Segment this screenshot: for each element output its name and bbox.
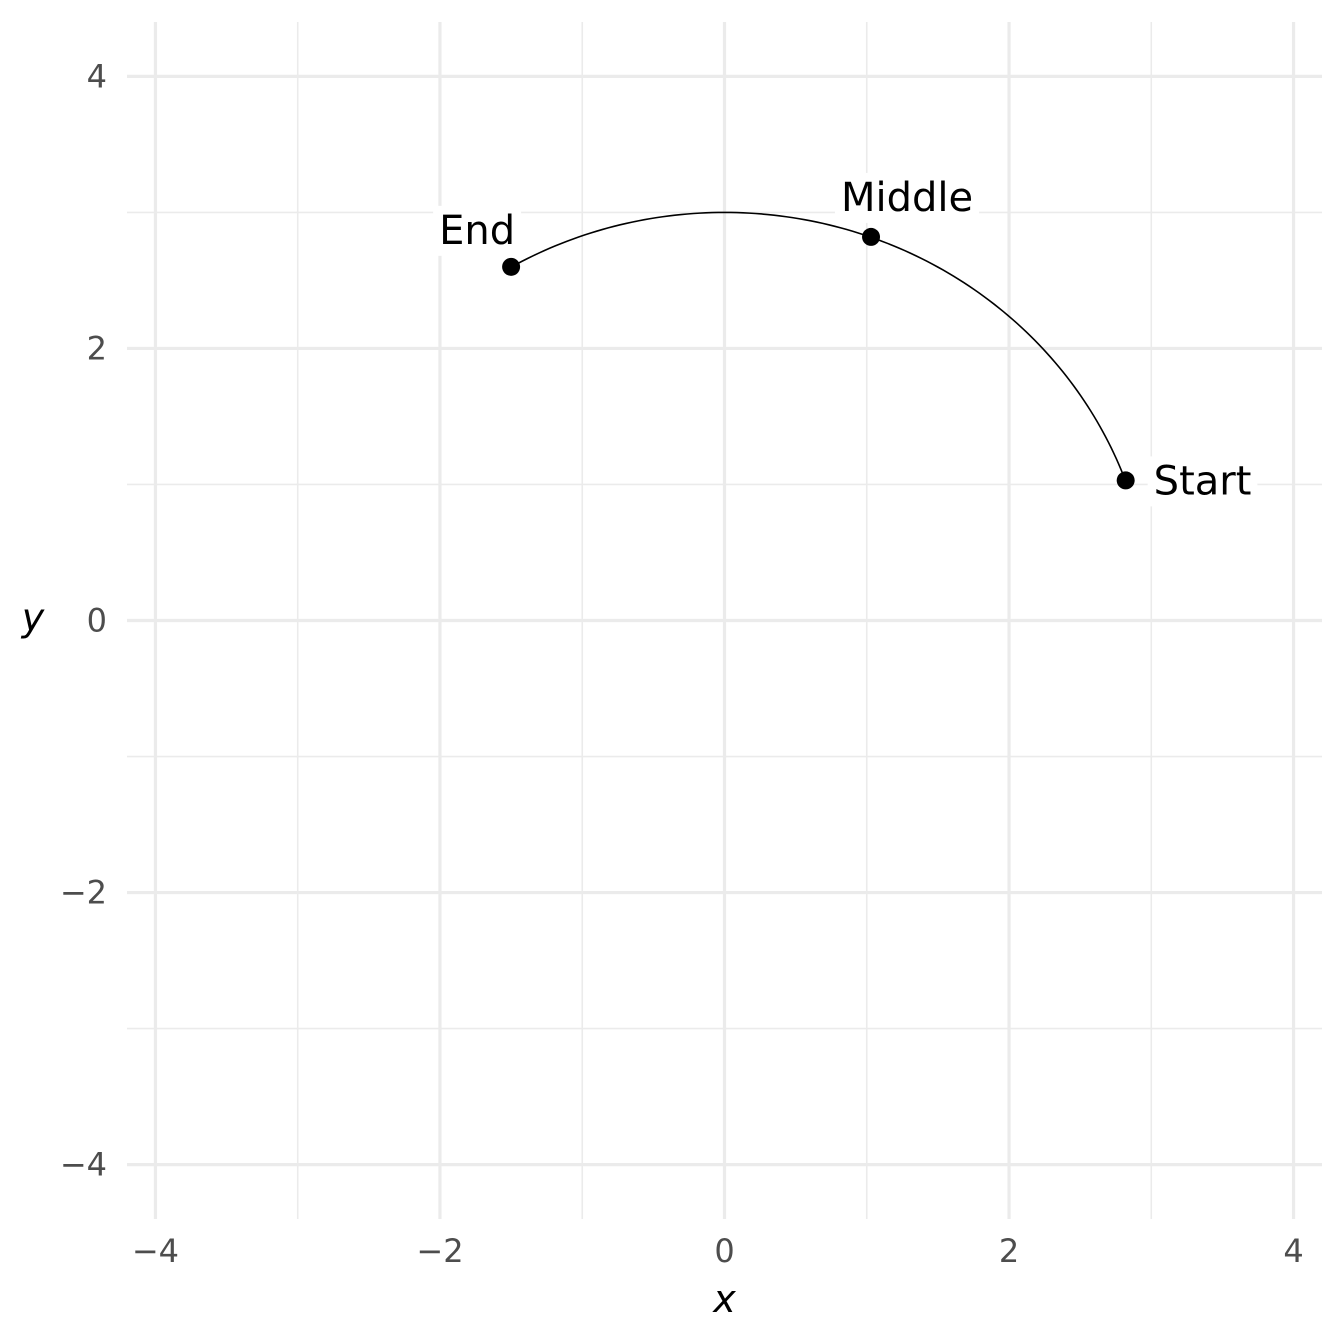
data-points [502, 227, 1135, 490]
point-label-background [433, 205, 522, 256]
arc-path [510, 211, 1127, 481]
point-label-start: Start [1154, 458, 1252, 504]
y-tick-label: 4 [87, 57, 107, 95]
point-label-background [1147, 456, 1258, 507]
point-middle [862, 227, 881, 246]
x-tick-labels: −4 −2 0 2 4 [132, 1232, 1304, 1270]
y-tick-label: −4 [60, 1146, 107, 1184]
x-tick-label: −4 [132, 1232, 179, 1270]
point-label-end: End [439, 208, 515, 254]
x-tick-label: −2 [416, 1232, 463, 1270]
point-end [502, 257, 521, 276]
y-tick-labels: −4 −2 0 2 4 [60, 57, 107, 1183]
y-axis-title: y [21, 596, 45, 640]
x-axis-title: x [712, 1277, 736, 1321]
y-tick-label: 0 [87, 602, 107, 640]
major-gridlines [127, 22, 1322, 1219]
y-tick-label: −2 [60, 874, 107, 912]
x-tick-label: 0 [714, 1232, 734, 1270]
y-tick-label: 2 [87, 329, 107, 367]
x-tick-label: 2 [999, 1232, 1019, 1270]
point-label-background [834, 172, 980, 223]
x-tick-label: 4 [1283, 1232, 1303, 1270]
point-label-middle: Middle [841, 175, 973, 221]
point-start [1116, 471, 1135, 490]
point-labels: Start Middle End [433, 172, 1258, 507]
